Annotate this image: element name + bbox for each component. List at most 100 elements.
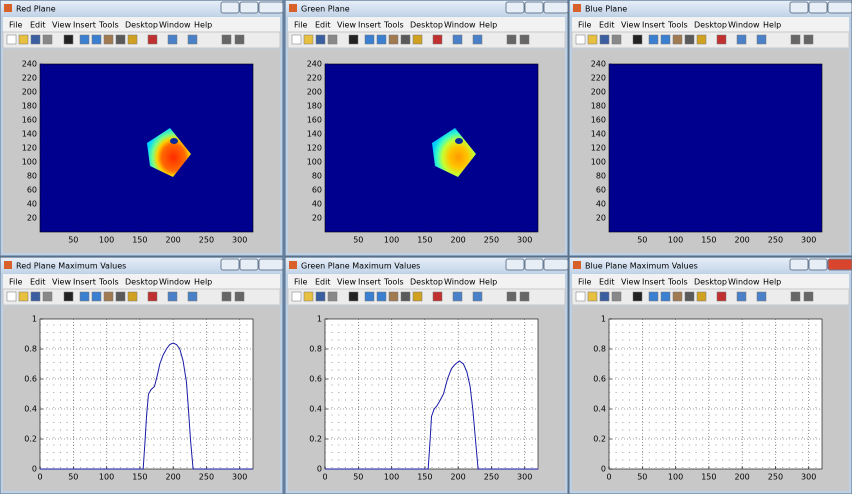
toolbar-button[interactable] [432,34,443,45]
toolbar-button[interactable] [115,34,126,45]
menu-item[interactable]: View [621,278,640,287]
toolbar-button[interactable] [632,34,643,45]
toolbar-button[interactable] [575,291,586,302]
toolbar-button[interactable] [756,291,767,302]
toolbar-button[interactable] [400,34,411,45]
toolbar-button[interactable] [412,291,423,302]
toolbar-button[interactable] [30,291,41,302]
menu-item[interactable]: Window [159,278,191,287]
menu-item[interactable]: Tools [383,21,404,30]
close-button[interactable] [827,1,852,14]
toolbar-button[interactable] [611,34,622,45]
menu-item[interactable]: Window [728,21,760,30]
toolbar-button[interactable] [327,34,338,45]
toolbar-button[interactable] [167,34,178,45]
toolbar-button[interactable] [790,34,801,45]
maximize-button[interactable] [524,258,544,271]
toolbar-button[interactable] [684,34,695,45]
toolbar-button[interactable] [452,291,463,302]
menu-item[interactable]: File [294,21,307,30]
menu-item[interactable]: Help [479,21,497,30]
close-button[interactable] [543,1,569,14]
menu-item[interactable]: Tools [98,21,119,30]
maximize-button[interactable] [239,1,259,14]
toolbar-button[interactable] [790,291,801,302]
minimize-button[interactable] [789,258,809,271]
menu-item[interactable]: Insert [642,21,665,30]
toolbar-button[interactable] [315,34,326,45]
toolbar-button[interactable] [167,291,178,302]
menu-item[interactable]: Desktop [694,21,727,30]
toolbar-button[interactable] [348,291,359,302]
toolbar-button[interactable] [736,34,747,45]
toolbar-button[interactable] [599,291,610,302]
toolbar-button[interactable] [91,291,102,302]
close-button[interactable] [258,1,284,14]
toolbar-button[interactable] [519,291,530,302]
menu-item[interactable]: Help [763,278,781,287]
toolbar-button[interactable] [91,34,102,45]
menu-item[interactable]: File [9,21,22,30]
maximize-button[interactable] [808,258,828,271]
toolbar-button[interactable] [103,291,114,302]
toolbar-button[interactable] [234,34,245,45]
toolbar-button[interactable] [234,291,245,302]
toolbar-button[interactable] [6,291,17,302]
menu-item[interactable]: Edit [599,278,615,287]
toolbar-button[interactable] [660,34,671,45]
menu-item[interactable]: Desktop [410,278,443,287]
minimize-button[interactable] [220,1,240,14]
toolbar-button[interactable] [221,291,232,302]
toolbar-button[interactable] [432,291,443,302]
toolbar-button[interactable] [452,34,463,45]
toolbar-button[interactable] [660,291,671,302]
menu-item[interactable]: Desktop [694,278,727,287]
toolbar-button[interactable] [364,291,375,302]
toolbar-button[interactable] [376,291,387,302]
close-button[interactable] [543,258,569,271]
menu-item[interactable]: Insert [642,278,665,287]
menu-item[interactable]: Window [444,21,476,30]
toolbar-button[interactable] [30,34,41,45]
menu-item[interactable]: View [52,21,71,30]
toolbar-button[interactable] [587,291,598,302]
toolbar-button[interactable] [79,34,90,45]
toolbar-button[interactable] [388,34,399,45]
close-button[interactable] [258,258,284,271]
menu-item[interactable]: File [294,278,307,287]
menu-item[interactable]: Insert [73,278,96,287]
toolbar-button[interactable] [672,291,683,302]
menu-item[interactable]: Window [728,278,760,287]
menu-item[interactable]: Desktop [410,21,443,30]
toolbar-button[interactable] [303,291,314,302]
toolbar-button[interactable] [506,291,517,302]
menu-item[interactable]: Edit [30,21,46,30]
toolbar-button[interactable] [472,34,483,45]
toolbar-button[interactable] [803,291,814,302]
menu-item[interactable]: Desktop [125,278,158,287]
toolbar-button[interactable] [400,291,411,302]
toolbar-button[interactable] [672,34,683,45]
close-button[interactable] [827,258,852,271]
menu-item[interactable]: View [621,21,640,30]
toolbar-button[interactable] [348,34,359,45]
toolbar-button[interactable] [364,34,375,45]
toolbar-button[interactable] [42,291,53,302]
toolbar-button[interactable] [716,34,727,45]
menu-item[interactable]: Help [479,278,497,287]
toolbar-button[interactable] [756,34,767,45]
menu-item[interactable]: Help [194,21,212,30]
toolbar-button[interactable] [412,34,423,45]
toolbar-button[interactable] [315,291,326,302]
menu-item[interactable]: Window [444,278,476,287]
toolbar-button[interactable] [327,291,338,302]
toolbar-button[interactable] [303,34,314,45]
maximize-button[interactable] [808,1,828,14]
menu-item[interactable]: Tools [98,278,119,287]
toolbar-button[interactable] [736,291,747,302]
maximize-button[interactable] [524,1,544,14]
toolbar-button[interactable] [147,291,158,302]
menu-item[interactable]: Edit [315,21,331,30]
toolbar-button[interactable] [291,34,302,45]
menu-item[interactable]: Tools [667,21,688,30]
